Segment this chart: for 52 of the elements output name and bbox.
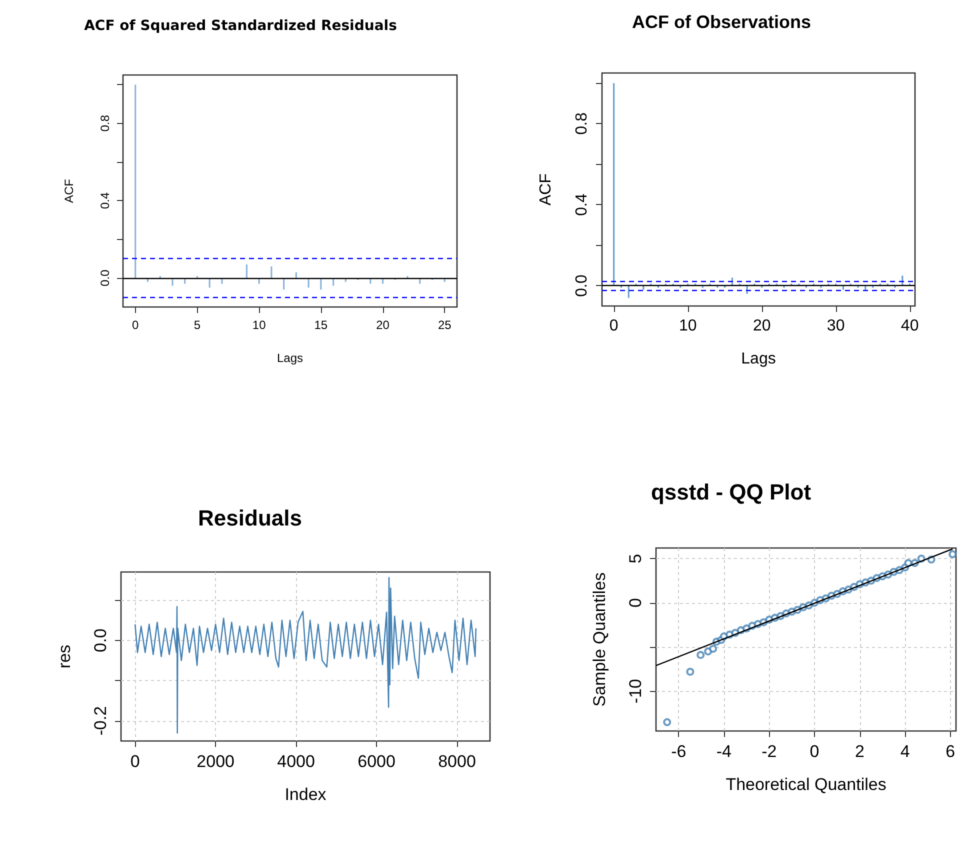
chart-title: Residuals <box>198 506 302 530</box>
point <box>663 718 672 726</box>
x-tick-label: 2 <box>855 742 865 761</box>
chart-title: ACF of Squared Standardized Residuals <box>84 18 397 34</box>
x-tick-label: -4 <box>716 742 732 761</box>
x-tick-label: 20 <box>752 318 771 334</box>
x-axis-title: Index <box>284 785 327 804</box>
y-tick-label: 5 <box>626 554 645 564</box>
point <box>948 550 957 558</box>
y-tick-label: 0.4 <box>98 192 112 210</box>
x-tick-label: -2 <box>762 742 777 761</box>
y-tick-label: 0 <box>626 598 645 608</box>
x-tick-label: 8000 <box>438 752 476 771</box>
x-tick-label: 0 <box>130 752 140 771</box>
x-axis-title: Lags <box>741 350 776 368</box>
x-tick-label: 4000 <box>277 752 315 771</box>
x-axis-title: Theoretical Quantiles <box>726 775 886 794</box>
y-tick-label: 0.8 <box>574 112 590 135</box>
y-tick-label: 0.8 <box>98 114 112 132</box>
x-axis-title: Lags <box>276 351 304 365</box>
x-tick-label: 0 <box>609 318 618 334</box>
y-tick-label: -10 <box>626 678 645 704</box>
x-tick-label: 0 <box>810 742 820 761</box>
x-tick-label: 2000 <box>196 752 234 771</box>
point <box>686 668 694 676</box>
chart-title: ACF of Observations <box>632 12 812 32</box>
chart-title: qsstd - QQ Plot <box>650 480 812 504</box>
x-tick-label: 25 <box>438 318 452 332</box>
x-tick-label: 20 <box>376 318 390 332</box>
x-tick-label: 40 <box>900 318 919 334</box>
y-axis-title: ACF <box>538 173 554 206</box>
y-tick-label: 0.0 <box>98 269 112 286</box>
y-tick-label: -0.2 <box>91 706 110 736</box>
x-tick-label: 10 <box>678 318 697 334</box>
y-tick-label: 0.0 <box>91 628 110 652</box>
x-tick-label: 4 <box>900 742 910 761</box>
x-tick-label: 0 <box>132 318 140 332</box>
x-tick-label: 10 <box>252 318 266 332</box>
point <box>709 644 718 653</box>
y-axis-title: ACF <box>62 179 76 203</box>
x-tick-label: 6000 <box>358 752 396 771</box>
y-axis-title: res <box>55 644 74 668</box>
x-tick-label: 6 <box>946 742 956 761</box>
y-axis-title: Sample Quantiles <box>590 572 609 707</box>
y-tick-label: 0.4 <box>574 193 590 216</box>
point <box>696 650 705 659</box>
x-tick-label: 15 <box>314 318 328 332</box>
x-tick-label: 5 <box>194 318 201 332</box>
x-tick-label: 30 <box>826 318 845 334</box>
line-series <box>134 576 477 734</box>
y-tick-label: 0.0 <box>574 274 590 297</box>
x-tick-label: -6 <box>671 742 686 761</box>
